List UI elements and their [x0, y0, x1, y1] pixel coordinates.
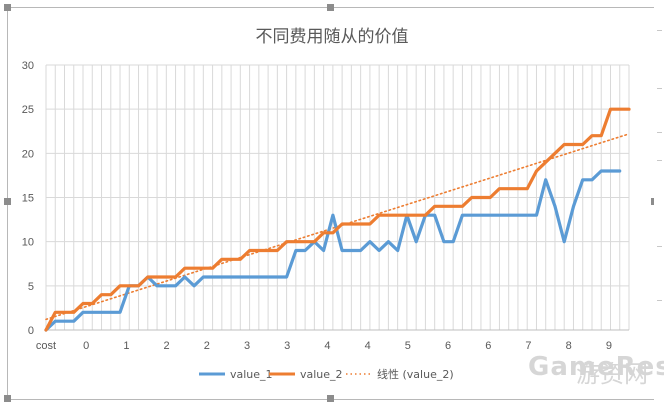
legend-label: value_2	[300, 368, 343, 381]
x-tick-label: 8	[566, 340, 572, 352]
strip-mark	[657, 246, 662, 247]
resize-handle-bottom-left[interactable]	[4, 395, 11, 402]
watermark-cn: 游资网	[576, 360, 648, 388]
x-tick-label: 3	[284, 340, 290, 352]
strip-mark	[657, 300, 662, 301]
y-tick-label: 0	[28, 325, 34, 337]
watermark-latin: GameRes	[528, 352, 664, 382]
legend-label: 线性 (value_2)	[377, 367, 454, 381]
resize-handle-top-center[interactable]	[327, 4, 334, 11]
y-tick-label: 10	[22, 237, 34, 249]
x-tick-label: 3	[244, 340, 250, 352]
y-tick-label: 25	[22, 104, 34, 116]
resize-handle-left-center[interactable]	[4, 198, 11, 205]
x-tick-label: 2	[164, 340, 170, 352]
x-tick-label: 4	[324, 340, 330, 352]
x-tick-label: 9	[606, 340, 612, 352]
resize-handle-top-left[interactable]	[4, 4, 11, 11]
y-tick-label: 5	[28, 281, 34, 293]
x-tick-label: 5	[405, 340, 411, 352]
y-tick-label: 20	[22, 148, 34, 160]
strip-mark	[657, 132, 662, 133]
x-tick-label: 6	[485, 340, 491, 352]
x-tick-label: 0	[83, 340, 89, 352]
chart-title: 不同费用随从的价值	[255, 27, 409, 47]
series-line-value_2	[44, 107, 631, 332]
x-tick-label: 6	[445, 340, 451, 352]
y-tick-label: 15	[22, 193, 34, 205]
strip-mark	[657, 88, 662, 89]
strip-mark	[657, 160, 662, 161]
scroll-strip	[654, 0, 664, 405]
x-tick-label: 4	[365, 340, 371, 352]
x-tick-label: 1	[123, 340, 129, 352]
x-tick-label: 2	[204, 340, 210, 352]
y-tick-label: 30	[22, 60, 34, 72]
strip-mark	[657, 30, 662, 31]
resize-handle-bottom-center[interactable]	[327, 395, 334, 402]
x-tick-label: cost	[36, 340, 56, 352]
legend-label: value_1	[230, 368, 273, 381]
x-tick-label: 7	[525, 340, 531, 352]
